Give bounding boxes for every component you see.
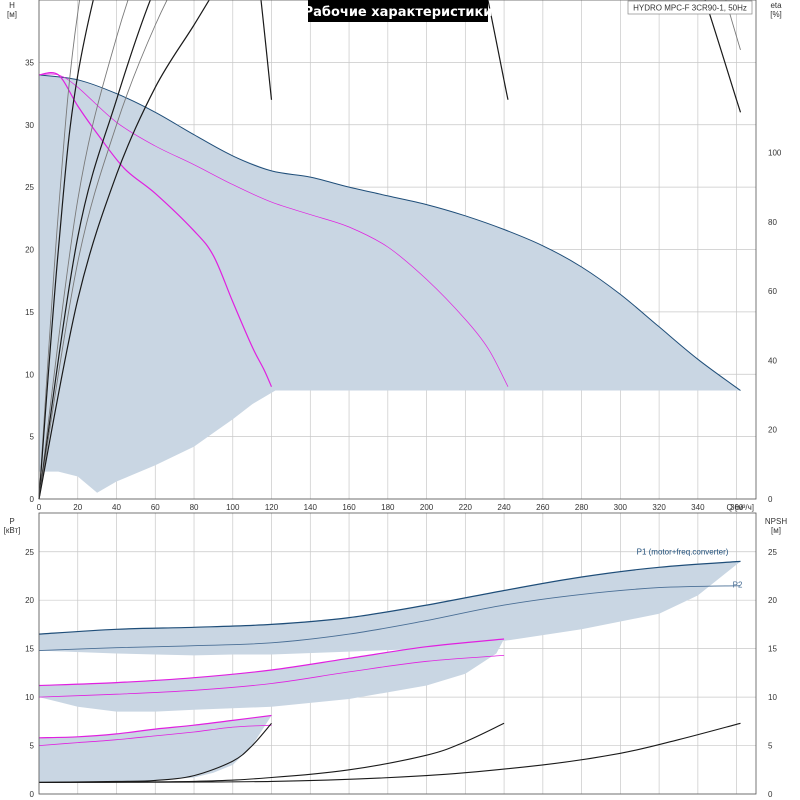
y-tick-label: 15 [25, 308, 34, 317]
y-tick-label: 5 [30, 742, 35, 751]
pump-label: HYDRO MPC-F 3CR90-1, 50Hz [627, 0, 753, 15]
y-axis-label: H [9, 1, 15, 10]
y-axis-label: P [9, 517, 14, 526]
x-tick-label: 0 [37, 503, 42, 512]
curve-eta_2_black [38, 0, 509, 500]
y-right-axis-label: [м] [771, 526, 781, 535]
y-right-axis-label: eta [770, 1, 782, 10]
curve-H_3pumps_thin [38, 73, 509, 387]
y-tick-label: 5 [30, 433, 35, 442]
y-right-tick-label: 20 [768, 596, 777, 605]
top-panel: 0 5 10 15 20 25 30 35 0 20 40 60 80 100 H[м] eta[%] 0 20 4… [7, 0, 782, 512]
curve-NPSH_3 [38, 722, 741, 783]
plot-frame [38, 0, 757, 500]
series-label: P1 (motor+freq.converter) [637, 548, 729, 557]
pump-label-text: HYDRO MPC-F 3CR90-1, 50Hz [633, 4, 747, 13]
curve-eta_3_black [38, 0, 742, 500]
plot-frame [38, 512, 757, 795]
operating-range-band [39, 74, 741, 493]
y-axis-label: [кВт] [4, 526, 21, 535]
y-right-tick-label: 80 [768, 218, 777, 227]
y-right-tick-label: 5 [768, 742, 773, 751]
chart-title: Рабочие характеристики [304, 0, 493, 22]
y-tick-label: 20 [25, 596, 34, 605]
operating-range-band [39, 639, 505, 712]
y-tick-label: 0 [30, 790, 35, 799]
x-tick-label: 280 [575, 503, 589, 512]
y-tick-label: 25 [25, 183, 34, 192]
x-tick-label: 160 [342, 503, 356, 512]
curve-NPSH_1 [38, 722, 272, 783]
y-right-tick-label: 100 [768, 148, 782, 157]
series-label: P2 [733, 581, 743, 590]
x-tick-label: 120 [265, 503, 279, 512]
y-right-tick-label: 0 [768, 790, 773, 799]
y-tick-label: 15 [25, 645, 34, 654]
x-axis-label: Q [м³/ч] [727, 503, 754, 512]
x-tick-label: 60 [151, 503, 160, 512]
x-tick-label: 340 [691, 503, 705, 512]
curve-eta_1 [38, 0, 272, 500]
y-right-axis-label: NPSH [765, 517, 787, 526]
curve-P2_2pumps [38, 655, 505, 698]
x-tick-label: 40 [112, 503, 121, 512]
y-right-tick-label: 15 [768, 645, 777, 654]
chart-title-text: Рабочие характеристики [304, 5, 493, 20]
curve-P2 [38, 585, 741, 652]
bottom-panel: 0 5 10 15 20 25 0 5 10 15 20 25 P[кВт] NPSH[м] P1 (mot… [4, 512, 787, 799]
y-right-tick-label: 20 [768, 426, 777, 435]
x-tick-label: 100 [226, 503, 240, 512]
y-tick-label: 10 [25, 693, 34, 702]
y-tick-label: 25 [25, 548, 34, 557]
x-tick-label: 80 [190, 503, 199, 512]
y-right-tick-label: 0 [768, 495, 773, 504]
y-tick-label: 10 [25, 370, 34, 379]
curve-eta_2 [38, 0, 508, 500]
x-tick-label: 360 [730, 503, 744, 512]
x-tick-label: 20 [73, 503, 82, 512]
curve-P2_1pump [38, 724, 272, 746]
curve-eta_3 [38, 0, 741, 500]
curve-P1_2pumps [38, 638, 505, 687]
y-tick-label: 20 [25, 246, 34, 255]
curve-P1 [38, 560, 741, 635]
curve-P1_1pump [38, 714, 272, 739]
x-tick-label: 320 [652, 503, 666, 512]
operating-range-band [39, 561, 741, 656]
y-tick-label: 30 [25, 121, 34, 130]
x-tick-label: 300 [614, 503, 628, 512]
y-right-tick-label: 25 [768, 548, 777, 557]
y-right-tick-label: 40 [768, 356, 777, 365]
curve-H_max [38, 74, 741, 391]
x-tick-label: 260 [536, 503, 550, 512]
x-tick-label: 200 [420, 503, 434, 512]
y-tick-label: 35 [25, 58, 34, 67]
y-right-axis-label: [%] [770, 10, 782, 19]
y-right-tick-label: 10 [768, 693, 777, 702]
curve-H_2pumps [38, 72, 273, 387]
x-tick-label: 140 [304, 503, 318, 512]
curve-eta_1_black [38, 0, 273, 500]
y-axis-label: [м] [7, 10, 17, 19]
x-tick-label: 240 [497, 503, 511, 512]
y-right-tick-label: 60 [768, 287, 777, 296]
x-tick-label: 180 [381, 503, 395, 512]
y-tick-label: 0 [30, 495, 35, 504]
x-tick-label: 220 [459, 503, 473, 512]
operating-range-band [39, 715, 272, 783]
